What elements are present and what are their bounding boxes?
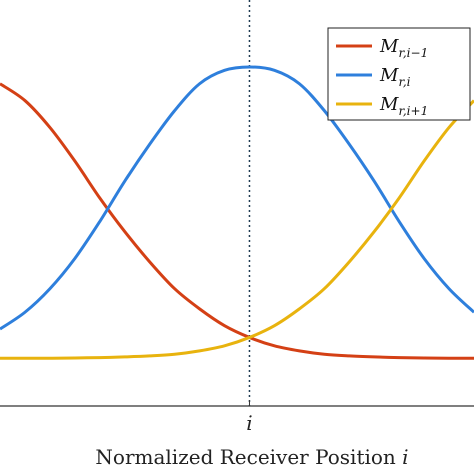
legend: Mr,i−1 Mr,i Mr,i+1 — [327, 27, 471, 121]
legend-label-3: Mr,i+1 — [379, 94, 428, 118]
legend-label-2: Mr,i — [379, 65, 411, 89]
legend-items: Mr,i−1 Mr,i Mr,i+1 — [336, 36, 428, 118]
legend-label-1: Mr,i−1 — [379, 36, 428, 60]
series-line-3 — [0, 99, 474, 360]
series-line-2 — [0, 65, 474, 331]
series-layer — [0, 65, 474, 360]
plot-area: i — [0, 0, 474, 435]
x-axis-title-variable: i — [402, 445, 408, 469]
x-axis-title-text: Normalized Receiver Position — [95, 445, 396, 469]
x-tick-layer: i — [246, 400, 253, 435]
series-line-1 — [0, 82, 474, 360]
x-tick-label-1: i — [246, 411, 252, 435]
x-axis-title: Normalized Receiver Position i — [95, 445, 408, 469]
